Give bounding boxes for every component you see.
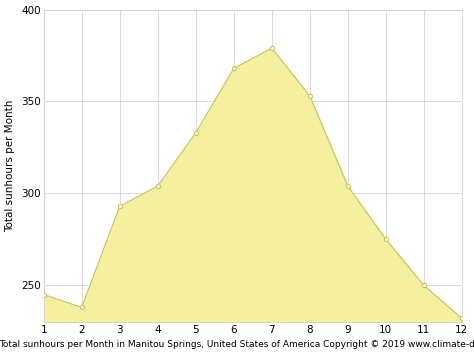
Y-axis label: Total sunhours per Month: Total sunhours per Month <box>6 100 16 232</box>
X-axis label: Total sunhours per Month in Manitou Springs, United States of America Copyright : Total sunhours per Month in Manitou Spri… <box>0 340 474 349</box>
